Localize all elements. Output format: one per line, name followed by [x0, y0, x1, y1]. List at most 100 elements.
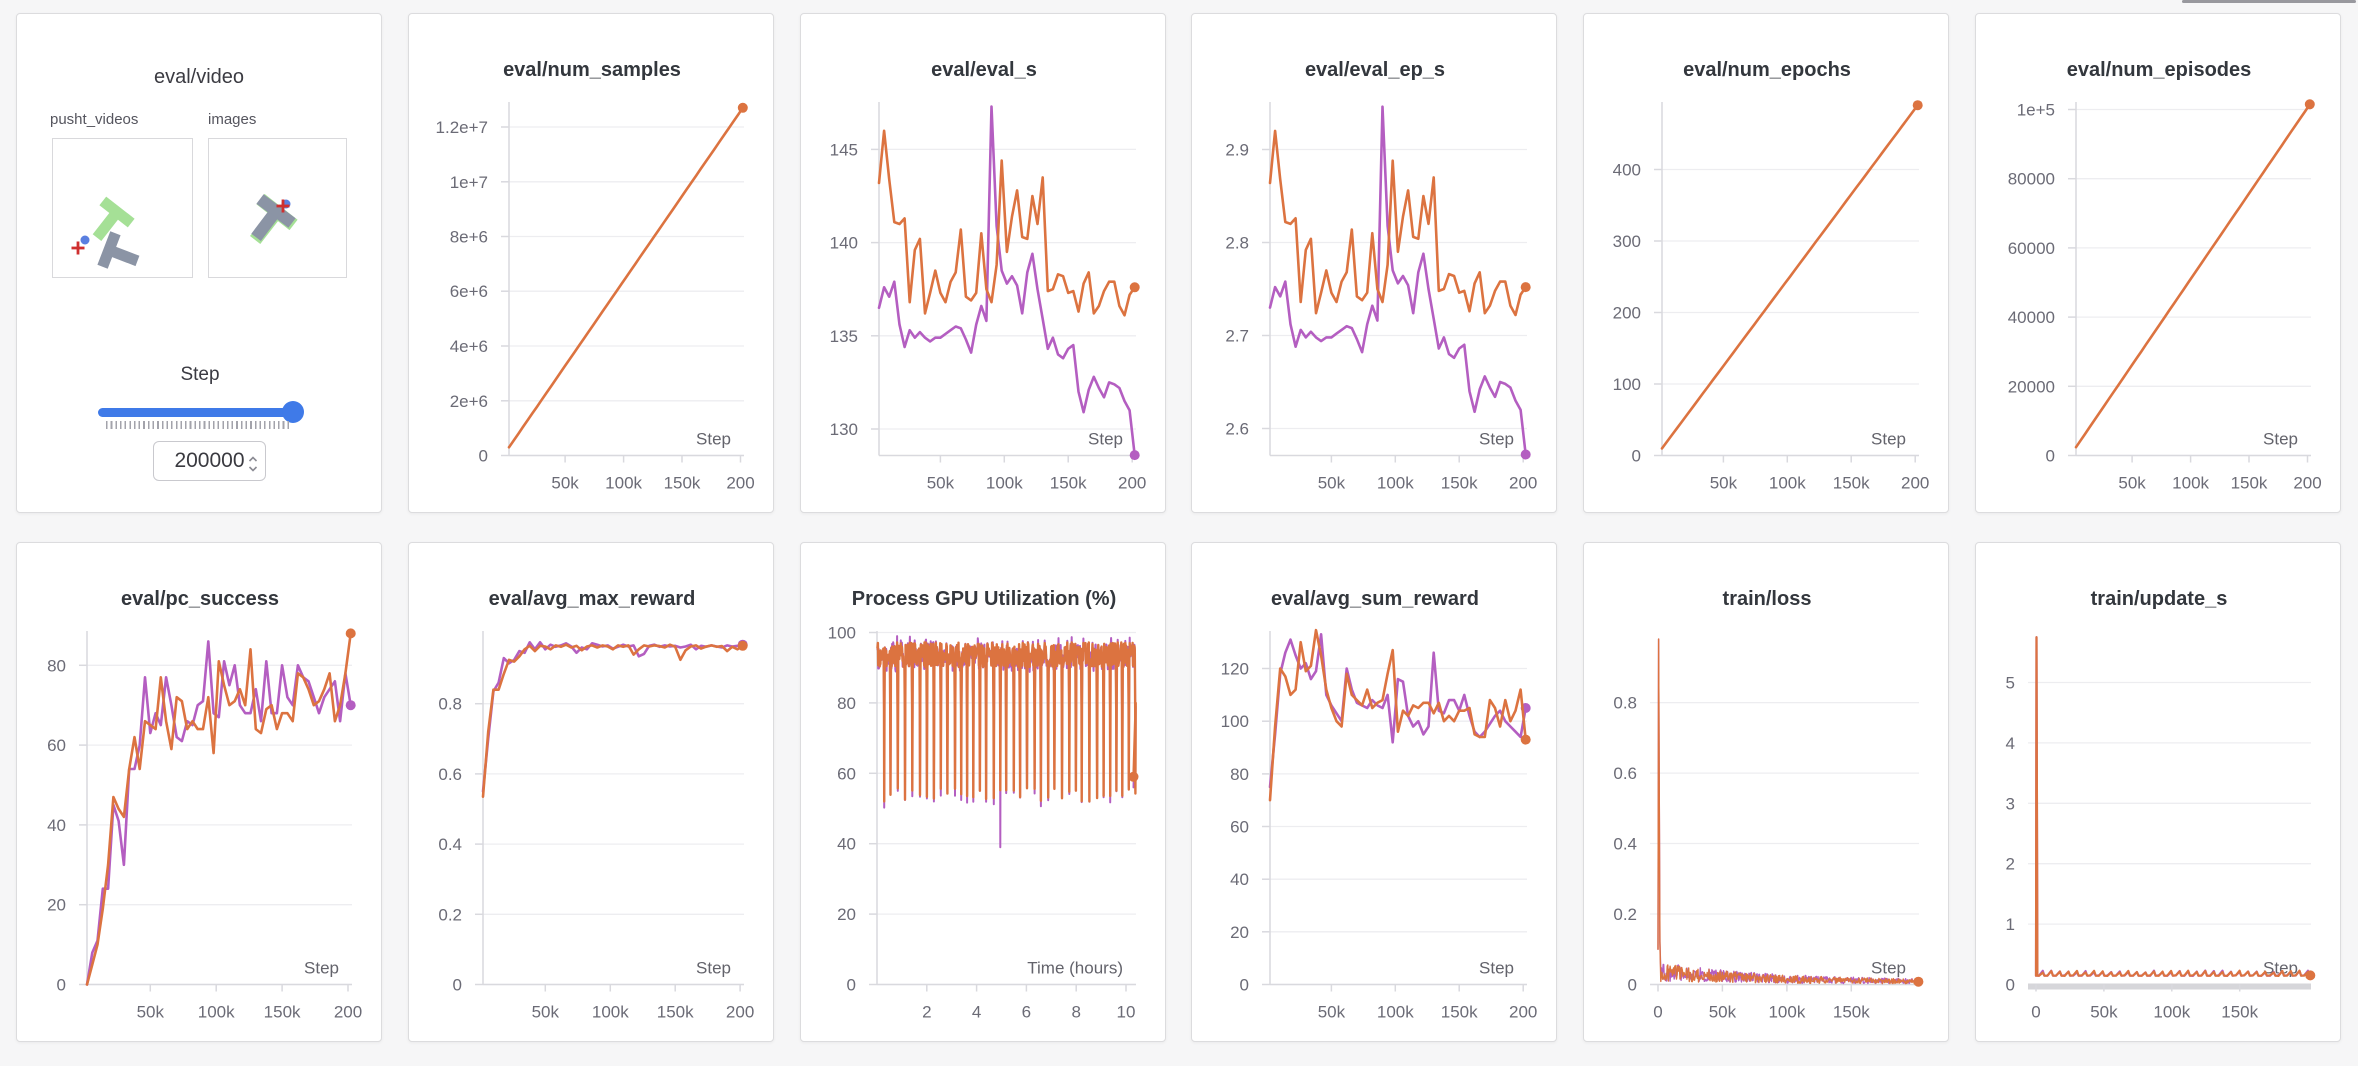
svg-text:80: 80 [47, 656, 66, 675]
svg-text:0.8: 0.8 [1613, 694, 1637, 713]
svg-text:eval/num_episodes: eval/num_episodes [2067, 59, 2252, 81]
svg-text:Step: Step [2263, 430, 2298, 449]
svg-text:eval/avg_sum_reward: eval/avg_sum_reward [1271, 588, 1479, 610]
svg-text:0: 0 [1240, 976, 1249, 995]
svg-text:60: 60 [47, 736, 66, 755]
svg-text:1e+7: 1e+7 [450, 173, 488, 192]
svg-text:Time (hours): Time (hours) [1027, 959, 1123, 978]
svg-text:Process GPU Utilization (%): Process GPU Utilization (%) [852, 588, 1117, 610]
svg-text:0.2: 0.2 [438, 905, 462, 924]
svg-text:100k: 100k [2153, 1003, 2190, 1022]
svg-text:50k: 50k [1318, 1003, 1346, 1022]
svg-text:100k: 100k [605, 474, 642, 493]
svg-text:0.2: 0.2 [1613, 905, 1637, 924]
svg-text:100k: 100k [1377, 474, 1414, 493]
svg-text:200: 200 [2293, 474, 2321, 493]
svg-text:145: 145 [830, 140, 858, 159]
svg-text:150k: 150k [1050, 474, 1087, 493]
svg-text:150k: 150k [2221, 1003, 2258, 1022]
svg-text:6e+6: 6e+6 [450, 282, 488, 301]
svg-text:60: 60 [837, 764, 856, 783]
svg-text:150k: 150k [1833, 474, 1870, 493]
svg-text:6: 6 [1022, 1003, 1031, 1022]
svg-text:0.8: 0.8 [438, 695, 462, 714]
svg-text:0.4: 0.4 [438, 835, 462, 854]
svg-text:130: 130 [830, 420, 858, 439]
svg-text:100k: 100k [986, 474, 1023, 493]
svg-text:eval/eval_s: eval/eval_s [931, 59, 1037, 81]
svg-text:20: 20 [837, 905, 856, 924]
svg-text:2.9: 2.9 [1225, 141, 1249, 160]
svg-text:Step: Step [696, 430, 731, 449]
svg-text:Step: Step [1871, 430, 1906, 449]
svg-text:100k: 100k [1769, 474, 1806, 493]
svg-text:8: 8 [1071, 1003, 1080, 1022]
svg-text:Step: Step [1871, 959, 1906, 978]
svg-text:0.4: 0.4 [1613, 835, 1637, 854]
svg-text:50k: 50k [1710, 474, 1738, 493]
svg-text:2.6: 2.6 [1225, 420, 1249, 439]
svg-text:80000: 80000 [2008, 170, 2055, 189]
svg-text:50k: 50k [2090, 1003, 2118, 1022]
svg-text:100k: 100k [592, 1003, 629, 1022]
svg-text:0: 0 [2006, 976, 2015, 995]
svg-text:50k: 50k [2118, 474, 2146, 493]
svg-text:150k: 150k [1441, 474, 1478, 493]
svg-text:140: 140 [830, 234, 858, 253]
svg-text:4: 4 [972, 1003, 981, 1022]
svg-text:135: 135 [830, 327, 858, 346]
svg-text:Step: Step [696, 959, 731, 978]
svg-text:200: 200 [1509, 474, 1537, 493]
svg-text:0: 0 [1632, 447, 1641, 466]
svg-text:train/loss: train/loss [1723, 588, 1812, 610]
svg-text:40000: 40000 [2008, 308, 2055, 327]
svg-text:100: 100 [828, 624, 856, 643]
svg-text:Step: Step [304, 959, 339, 978]
svg-text:100k: 100k [2172, 474, 2209, 493]
svg-text:300: 300 [1613, 232, 1641, 251]
svg-text:50k: 50k [551, 474, 579, 493]
svg-text:2e+6: 2e+6 [450, 392, 488, 411]
svg-text:150k: 150k [264, 1003, 301, 1022]
svg-text:Step: Step [1479, 430, 1514, 449]
svg-text:2.7: 2.7 [1225, 327, 1249, 346]
svg-text:100k: 100k [1768, 1003, 1805, 1022]
svg-text:150k: 150k [2231, 474, 2268, 493]
svg-text:50k: 50k [927, 474, 955, 493]
svg-text:200: 200 [1613, 304, 1641, 323]
svg-text:150k: 150k [1441, 1003, 1478, 1022]
svg-text:100k: 100k [198, 1003, 235, 1022]
svg-text:train/update_s: train/update_s [2091, 588, 2228, 610]
svg-text:0: 0 [2031, 1003, 2040, 1022]
svg-text:400: 400 [1613, 161, 1641, 180]
svg-text:10: 10 [1117, 1003, 1136, 1022]
svg-text:0: 0 [1628, 976, 1637, 995]
svg-text:80: 80 [1230, 765, 1249, 784]
svg-text:5: 5 [2006, 674, 2015, 693]
svg-text:60: 60 [1230, 818, 1249, 837]
svg-text:150k: 150k [1833, 1003, 1870, 1022]
svg-text:1e+5: 1e+5 [2017, 101, 2055, 120]
svg-text:1.2e+7: 1.2e+7 [436, 118, 488, 137]
svg-text:2: 2 [922, 1003, 931, 1022]
svg-text:2: 2 [2006, 855, 2015, 874]
svg-text:0: 0 [2046, 447, 2055, 466]
svg-text:80: 80 [837, 694, 856, 713]
svg-text:200: 200 [1509, 1003, 1537, 1022]
svg-text:0.6: 0.6 [438, 765, 462, 784]
svg-text:4: 4 [2006, 734, 2015, 753]
svg-text:8e+6: 8e+6 [450, 228, 488, 247]
svg-text:200: 200 [1901, 474, 1929, 493]
svg-text:200: 200 [334, 1003, 362, 1022]
svg-text:60000: 60000 [2008, 239, 2055, 258]
svg-text:eval/num_epochs: eval/num_epochs [1683, 59, 1851, 81]
svg-text:20: 20 [1230, 923, 1249, 942]
svg-text:200: 200 [726, 474, 754, 493]
svg-text:eval/eval_ep_s: eval/eval_ep_s [1305, 59, 1445, 81]
svg-text:50k: 50k [137, 1003, 165, 1022]
svg-text:eval/avg_max_reward: eval/avg_max_reward [489, 588, 696, 610]
svg-text:0: 0 [479, 447, 488, 466]
svg-text:0: 0 [57, 976, 66, 995]
svg-text:Step: Step [1479, 959, 1514, 978]
svg-text:200: 200 [1118, 474, 1146, 493]
